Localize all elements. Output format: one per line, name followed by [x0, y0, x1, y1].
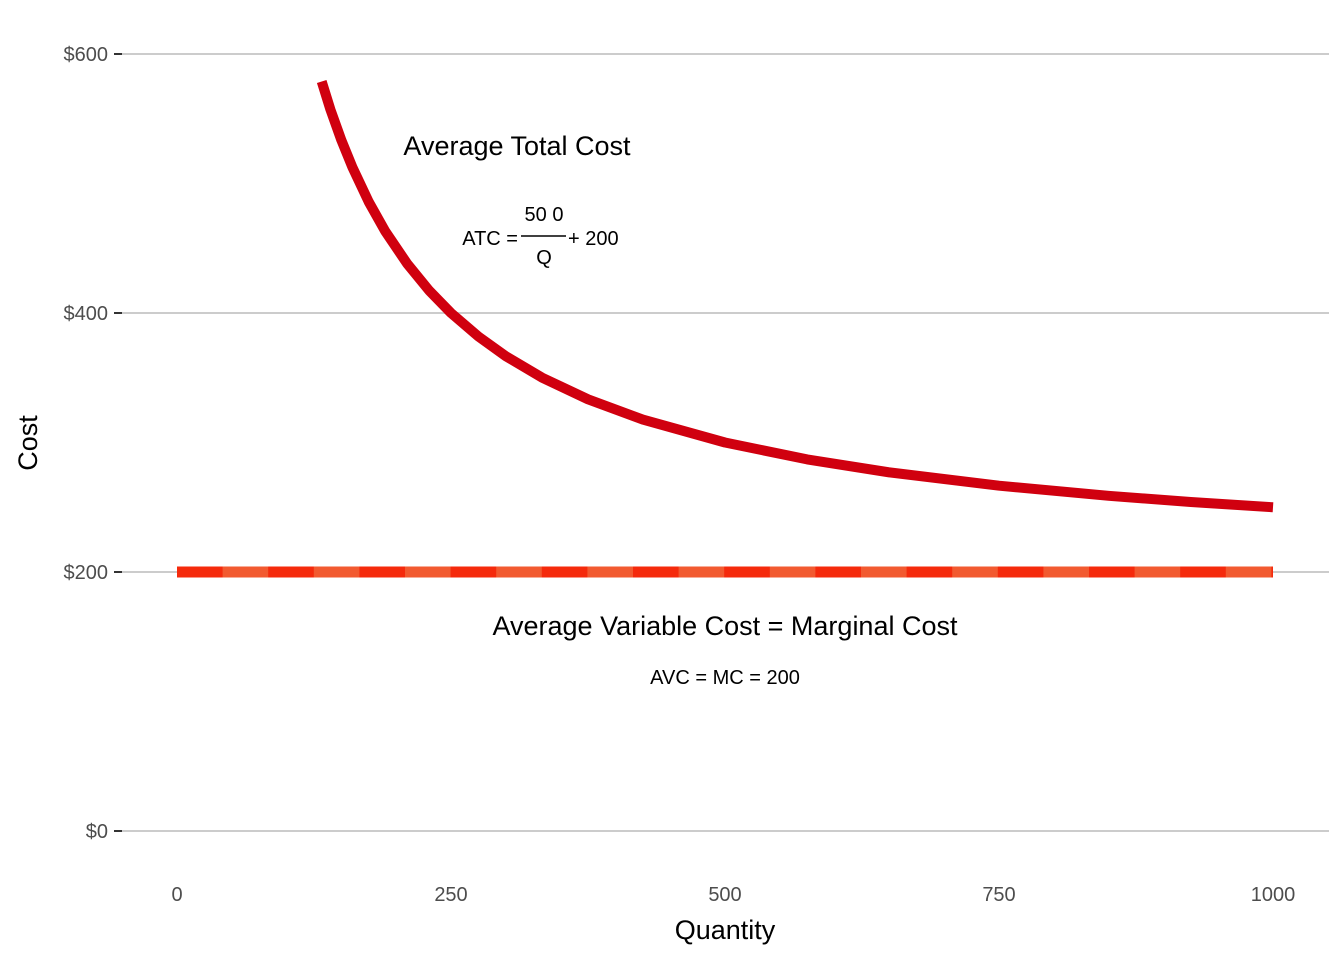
x-axis: 0 250 500 750 1000: [171, 884, 1295, 906]
series-layer: [177, 80, 1274, 578]
avc-mc-annotation-title: Average Variable Cost = Marginal Cost: [493, 611, 958, 641]
avc-mc-formula: AVC = MC = 200: [650, 667, 800, 689]
atc-curve: [316, 80, 1274, 513]
y-tick-label: $0: [86, 821, 108, 843]
y-tick-label: $600: [64, 44, 109, 66]
atc-annotation-title: Average Total Cost: [403, 131, 631, 161]
atc-formula-numerator: 50 0: [525, 204, 564, 226]
y-tick-label: $200: [64, 562, 109, 584]
y-axis: $0 $200 $400 $600: [64, 44, 122, 843]
x-tick-label: 500: [708, 884, 741, 906]
atc-formula-rhs: + 200: [568, 228, 619, 250]
atc-formula-denominator: Q: [536, 247, 552, 269]
y-axis-title: Cost: [13, 415, 43, 471]
x-tick-label: 750: [982, 884, 1015, 906]
y-tick-label: $400: [64, 303, 109, 325]
atc-formula-lhs: ATC =: [462, 228, 518, 250]
x-axis-title: Quantity: [675, 915, 776, 945]
atc-formula: ATC = 50 0 Q + 200: [462, 204, 618, 269]
x-tick-label: 0: [171, 884, 182, 906]
x-tick-label: 1000: [1251, 884, 1296, 906]
x-tick-label: 250: [434, 884, 467, 906]
